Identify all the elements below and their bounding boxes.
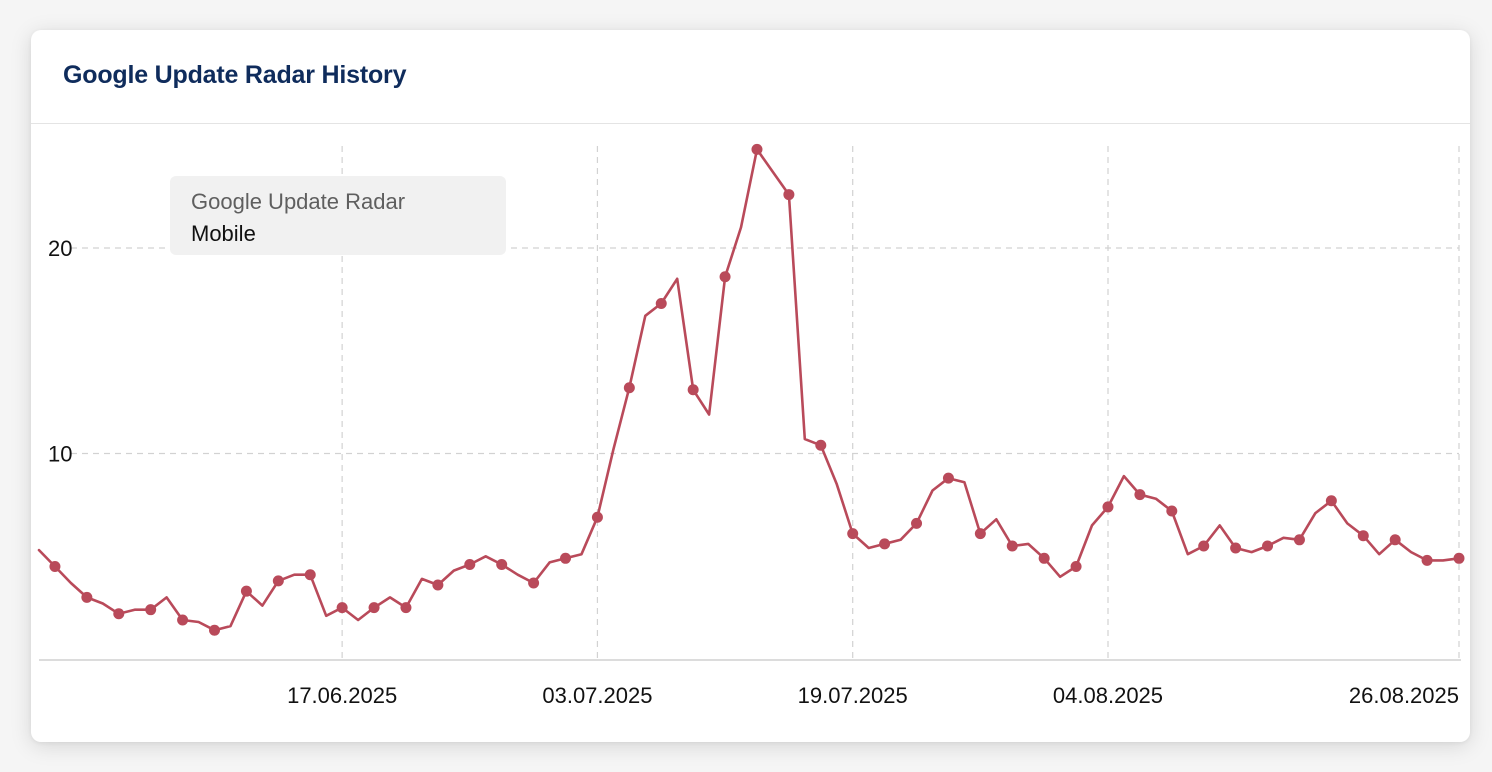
data-point xyxy=(113,608,125,620)
data-point xyxy=(974,528,986,540)
data-point xyxy=(1293,534,1305,546)
data-point xyxy=(1325,495,1337,507)
data-point xyxy=(655,297,667,309)
data-point xyxy=(560,552,572,564)
data-point xyxy=(1421,554,1433,566)
data-point xyxy=(1038,552,1050,564)
data-point xyxy=(368,602,380,614)
data-point xyxy=(1357,530,1369,542)
data-point xyxy=(1453,552,1465,564)
data-point xyxy=(81,591,93,603)
data-point xyxy=(336,602,348,614)
data-point xyxy=(1389,534,1401,546)
data-point xyxy=(623,382,635,394)
data-point xyxy=(49,561,61,573)
data-point xyxy=(145,604,157,616)
data-point xyxy=(177,614,189,626)
data-point xyxy=(272,575,284,587)
data-point xyxy=(400,602,412,614)
data-point xyxy=(879,538,891,550)
x-tick-label: 03.07.2025 xyxy=(542,683,652,708)
data-point xyxy=(496,558,508,570)
data-point xyxy=(847,528,859,540)
data-point xyxy=(464,558,476,570)
x-tick-label: 17.06.2025 xyxy=(287,683,397,708)
x-tick-label: 04.08.2025 xyxy=(1053,683,1163,708)
chart-title: Google Update Radar History xyxy=(63,61,407,89)
y-tick-label: 20 xyxy=(48,236,72,261)
data-point xyxy=(1262,540,1274,552)
chart-card: Google Update Radar History 10 20 17.06.20… xyxy=(31,30,1470,742)
data-point xyxy=(304,569,316,581)
data-point xyxy=(528,577,540,589)
data-point xyxy=(911,517,923,529)
legend-title: Google Update Radar xyxy=(191,189,406,214)
data-point xyxy=(751,143,763,155)
data-point xyxy=(1006,540,1018,552)
x-tick-label: 26.08.2025 xyxy=(1349,683,1459,708)
data-point xyxy=(783,189,795,201)
data-point xyxy=(942,472,954,484)
line-chart: 10 20 17.06.2025 03.07.2025 19.07.2025 04.08.… xyxy=(37,143,1465,708)
data-point xyxy=(719,271,731,283)
data-point xyxy=(1230,542,1242,554)
data-point xyxy=(1070,561,1082,573)
data-point xyxy=(432,579,444,591)
data-point xyxy=(1102,501,1114,513)
data-point xyxy=(1198,540,1210,552)
data-point xyxy=(1134,489,1146,501)
y-tick-label: 10 xyxy=(48,442,72,467)
legend-series-label: Mobile xyxy=(191,221,256,246)
data-point xyxy=(1166,505,1178,517)
data-point xyxy=(591,511,603,523)
chart-legend: Google Update Radar Mobile xyxy=(170,176,506,255)
data-point xyxy=(240,585,252,597)
data-point xyxy=(815,439,827,451)
x-tick-label: 19.07.2025 xyxy=(798,683,908,708)
data-point xyxy=(209,624,221,636)
card-header: Google Update Radar History xyxy=(31,30,1470,124)
data-point xyxy=(687,384,699,396)
